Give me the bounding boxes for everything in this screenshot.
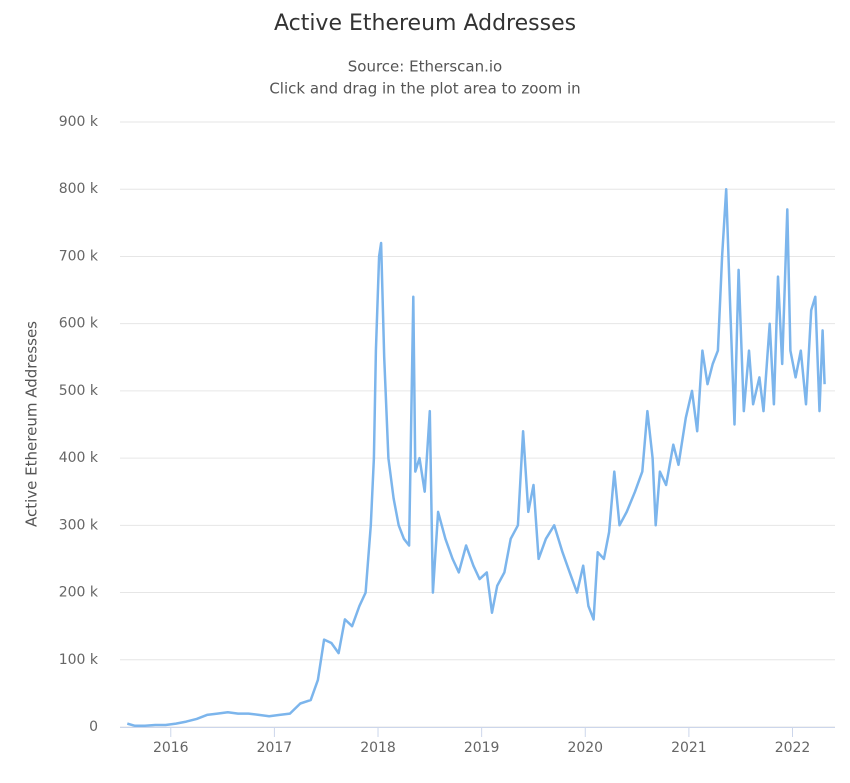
chart-subtitle: Source: Etherscan.io — [348, 58, 502, 76]
y-tick-label: 400 k — [59, 450, 99, 466]
y-tick-label: 0 — [89, 719, 98, 735]
y-tick-label: 500 k — [59, 383, 99, 399]
x-tick-label: 2019 — [464, 740, 500, 756]
y-tick-label: 800 k — [59, 181, 99, 197]
data-line — [126, 187, 826, 727]
x-tick-label: 2020 — [567, 740, 603, 756]
x-tick-label: 2021 — [671, 740, 707, 756]
x-tick-label: 2017 — [257, 740, 293, 756]
y-tick-label: 900 k — [59, 114, 99, 130]
y-tick-label: 300 k — [59, 517, 99, 533]
x-tick-label: 2018 — [360, 740, 396, 756]
y-tick-label: 600 k — [59, 316, 99, 332]
chart-note: Click and drag in the plot area to zoom … — [269, 80, 580, 98]
chart-title: Active Ethereum Addresses — [274, 11, 576, 36]
y-tick-label: 200 k — [59, 585, 99, 601]
x-tick-label: 2022 — [775, 740, 811, 756]
y-axis-title: Active Ethereum Addresses — [23, 321, 41, 527]
x-tick-label: 2016 — [153, 740, 189, 756]
y-tick-label: 700 k — [59, 248, 99, 264]
y-tick-label: 100 k — [59, 652, 99, 668]
